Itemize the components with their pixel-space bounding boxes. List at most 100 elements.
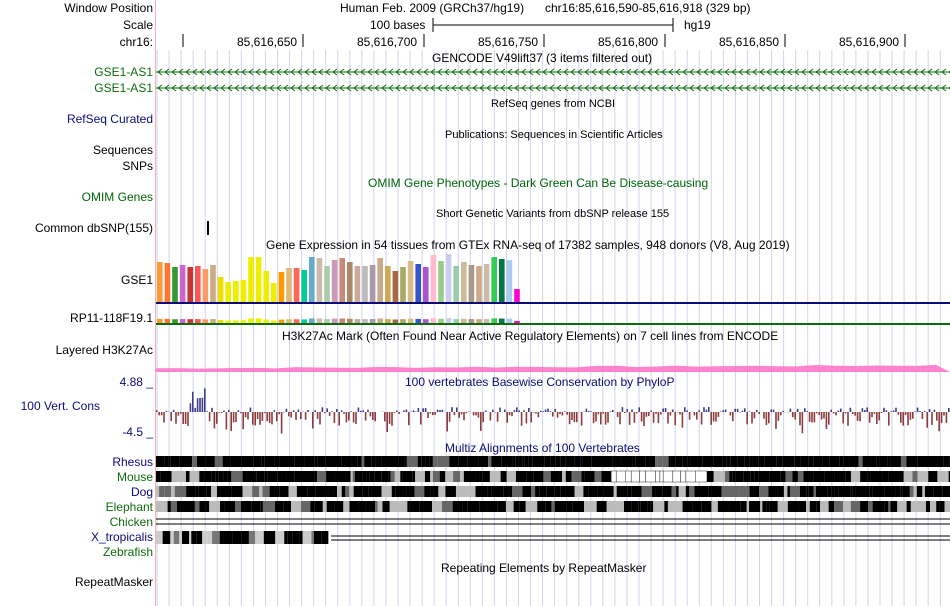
- multiz-block-rhesus: [890, 456, 896, 467]
- multiz-block-rhesus: [635, 456, 646, 467]
- phylop-bar: [890, 411, 892, 412]
- label-omim-genes[interactable]: OMIM Genes: [81, 190, 153, 204]
- label-rp11[interactable]: RP11-118F19.1: [70, 311, 153, 325]
- gtex-bar: [468, 265, 475, 302]
- label-snps[interactable]: SNPs: [122, 159, 153, 173]
- multiz-block-elephant: [816, 501, 821, 512]
- multiz-block-rhesus: [381, 456, 390, 467]
- label-rhesus[interactable]: Rhesus: [112, 455, 153, 469]
- label-repeatmasker[interactable]: RepeatMasker: [74, 575, 153, 589]
- gtex-bar: [430, 255, 437, 302]
- phylop-bar: [600, 412, 602, 425]
- label-zebrafish[interactable]: Zebrafish: [102, 545, 153, 559]
- phylop-bar: [235, 412, 237, 423]
- label-elephant[interactable]: Elephant: [105, 500, 153, 514]
- gtex-bar: [217, 277, 224, 302]
- label-chicken[interactable]: Chicken: [109, 515, 153, 529]
- multiz-block-dog: [433, 486, 439, 497]
- multiz-block-mouse: [584, 471, 595, 482]
- gtex-bar: [286, 268, 292, 302]
- label-gencode-gse1-as1-2[interactable]: GSE1-AS1: [94, 81, 153, 95]
- multiz-block-mouse: [948, 471, 950, 482]
- label-refseq-curated[interactable]: RefSeq Curated: [66, 112, 153, 126]
- multiz-block-mouse: [366, 471, 370, 482]
- multiz-block-rhesus: [843, 456, 850, 467]
- multiz-block-elephant: [401, 501, 408, 512]
- phylop-bar: [588, 410, 590, 412]
- label-100-vert-cons[interactable]: 100 Vert. Cons: [20, 399, 100, 413]
- phylop-bar: [626, 409, 628, 412]
- gtex-mini-bar: [354, 319, 361, 323]
- multiz-block-mouse: [453, 471, 461, 482]
- phylop-bar: [796, 409, 799, 412]
- multiz-block-elephant: [798, 501, 807, 512]
- label-gencode-gse1-as1-1[interactable]: GSE1-AS1: [94, 65, 153, 79]
- phylop-bar: [931, 412, 933, 425]
- multiz-block-rhesus: [361, 456, 365, 467]
- phylop-bar: [708, 407, 710, 412]
- gtex-bar: [445, 254, 452, 302]
- label-dog[interactable]: Dog: [130, 485, 153, 499]
- phylop-bar: [813, 412, 816, 423]
- phylop-bar: [429, 412, 432, 414]
- multiz-block-elephant: [419, 501, 424, 512]
- ruler-label: 85,616,700: [357, 35, 418, 49]
- multiz-block-elephant: [156, 501, 168, 512]
- ruler-label: 85,616,650: [237, 35, 298, 49]
- multiz-block-dog: [503, 486, 510, 497]
- multiz-block-rhesus: [417, 456, 422, 467]
- multiz-block-xtrop: [202, 531, 208, 544]
- multiz-block-rhesus: [726, 456, 731, 467]
- multiz-block-elephant: [647, 501, 651, 512]
- multiz-block-mouse: [630, 470, 640, 483]
- gtex-bar: [499, 259, 505, 302]
- multiz-block-rhesus: [565, 456, 575, 467]
- multiz-block-dog: [353, 486, 363, 497]
- track-image-panel[interactable]: Human Feb. 2009 (GRCh37/hg19) chr16:85,6…: [156, 0, 950, 606]
- multiz-block-mouse: [424, 471, 431, 482]
- multiz-block-elephant: [199, 501, 206, 512]
- multiz-block-rhesus: [491, 456, 502, 467]
- phylop-bar: [631, 409, 633, 412]
- multiz-block-xtrop: [302, 531, 312, 544]
- multiz-block-mouse: [899, 471, 904, 482]
- phylop-bar: [201, 397, 204, 412]
- label-layered-h3k27ac[interactable]: Layered H3K27Ac: [55, 343, 153, 357]
- multiz-block-elephant: [167, 501, 171, 512]
- multiz-block-elephant: [917, 501, 926, 512]
- label-sequences[interactable]: Sequences: [92, 143, 153, 157]
- phylop-bar: [736, 408, 739, 412]
- phylop-bar: [249, 407, 252, 412]
- phylop-bar: [369, 412, 372, 417]
- phylop-bar: [532, 412, 535, 413]
- multiz-block-elephant: [572, 501, 585, 512]
- multiz-block-dog: [768, 486, 778, 497]
- multiz-block-elephant: [617, 501, 624, 512]
- phylop-bar: [355, 412, 357, 425]
- gtex-mini-bar: [316, 318, 323, 323]
- multiz-block-elephant: [441, 501, 453, 512]
- multiz-block-elephant: [220, 501, 225, 512]
- gtex-bar: [202, 269, 209, 302]
- phylop-bar: [590, 411, 592, 412]
- multiz-block-mouse: [594, 471, 602, 482]
- gtex-bar: [415, 264, 421, 302]
- gtex-bar: [491, 257, 497, 302]
- multiz-block-rhesus: [501, 456, 513, 467]
- phylop-bar: [516, 407, 518, 412]
- multiz-block-mouse: [639, 470, 646, 483]
- label-gse1[interactable]: GSE1: [120, 273, 153, 287]
- multiz-block-dog: [664, 486, 672, 497]
- phylop-bar: [722, 410, 724, 412]
- label-common-dbsnp[interactable]: Common dbSNP(155): [34, 221, 153, 235]
- multiz-block-rhesus: [532, 456, 545, 467]
- multiz-block-rhesus: [879, 456, 888, 467]
- phylop-bar: [446, 412, 448, 432]
- label-x-tropicalis[interactable]: X_tropicalis: [90, 530, 153, 544]
- h3k27ac-title: H3K27Ac Mark (Often Found Near Active Re…: [282, 329, 779, 343]
- label-mouse[interactable]: Mouse: [116, 470, 153, 484]
- phylop-bar: [247, 412, 249, 420]
- panel-divider[interactable]: [155, 0, 156, 606]
- multiz-block-rhesus: [518, 456, 523, 467]
- phylop-bar: [744, 408, 746, 412]
